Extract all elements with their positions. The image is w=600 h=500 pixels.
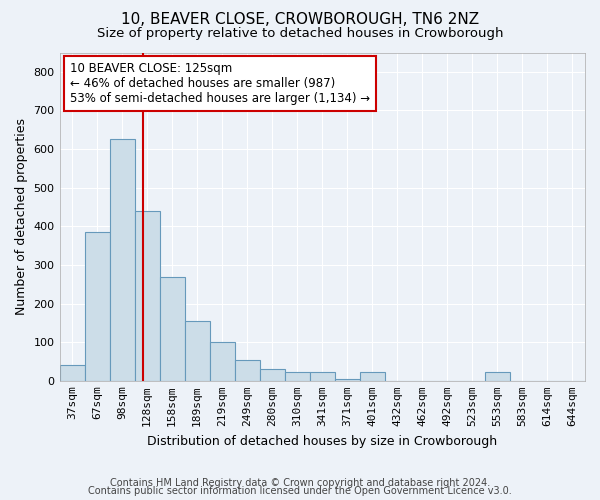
Bar: [110, 140, 134, 381]
Bar: [85, 232, 110, 381]
Text: Size of property relative to detached houses in Crowborough: Size of property relative to detached ho…: [97, 28, 503, 40]
Bar: [59, 366, 85, 381]
Bar: [134, 211, 160, 381]
Bar: [310, 372, 335, 381]
Bar: [285, 372, 310, 381]
Text: Contains HM Land Registry data © Crown copyright and database right 2024.: Contains HM Land Registry data © Crown c…: [110, 478, 490, 488]
Text: 10 BEAVER CLOSE: 125sqm
← 46% of detached houses are smaller (987)
53% of semi-d: 10 BEAVER CLOSE: 125sqm ← 46% of detache…: [70, 62, 370, 106]
Text: 10, BEAVER CLOSE, CROWBOROUGH, TN6 2NZ: 10, BEAVER CLOSE, CROWBOROUGH, TN6 2NZ: [121, 12, 479, 28]
Bar: [235, 360, 260, 381]
Text: Contains public sector information licensed under the Open Government Licence v3: Contains public sector information licen…: [88, 486, 512, 496]
Bar: [335, 379, 360, 381]
Bar: [260, 369, 285, 381]
Bar: [160, 276, 185, 381]
Bar: [360, 372, 385, 381]
X-axis label: Distribution of detached houses by size in Crowborough: Distribution of detached houses by size …: [147, 434, 497, 448]
Bar: [485, 372, 510, 381]
Y-axis label: Number of detached properties: Number of detached properties: [15, 118, 28, 315]
Bar: [209, 342, 235, 381]
Bar: [185, 321, 209, 381]
